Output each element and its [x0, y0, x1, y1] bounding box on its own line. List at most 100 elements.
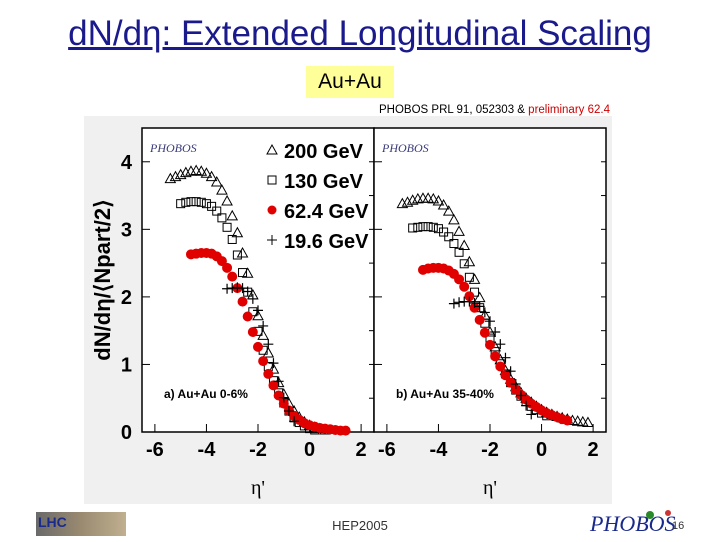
data-point-130gev: [212, 206, 222, 216]
phobos-logo: PHOBOS: [586, 505, 706, 537]
data-point-62gev: [474, 314, 485, 325]
data-point-200gev: [216, 184, 228, 195]
data-point-200gev: [396, 197, 409, 209]
data-point-200gev: [241, 267, 254, 278]
data-point-19gev: [521, 400, 532, 411]
panel-label-2: b) Au+Au 35-40%: [396, 387, 494, 401]
lhc-logo-text: LHC: [38, 514, 67, 530]
data-point-200gev: [210, 176, 223, 187]
data-point-62gev: [268, 380, 279, 391]
data-point-19gev: [490, 327, 501, 338]
data-point-62gev: [242, 311, 253, 322]
y-tick-label: 0: [121, 422, 132, 444]
y-tick-label: 4: [121, 152, 133, 174]
figure-panel: dN/dη/⟨Npart/2⟩ -6 -4 -2 0 2 0 1 2 3 4 η' a) Au+Au 0…: [84, 116, 612, 504]
logo-green-dot: [646, 511, 654, 519]
legend-entry: 200 GeV: [284, 141, 364, 163]
x-tick-label: 2: [356, 439, 367, 461]
data-point-19gev: [227, 283, 238, 294]
page-number: 16: [672, 520, 685, 532]
data-point-19gev: [222, 283, 233, 294]
legend-entry: 130 GeV: [284, 171, 364, 193]
legend-marker-19gev: [267, 235, 277, 245]
data-point-130gev: [423, 222, 433, 232]
data-point-19gev: [263, 339, 274, 350]
panel-label-1: a) Au+Au 0-6%: [164, 387, 248, 401]
legend-marker-200gev: [266, 143, 278, 155]
data-point-200gev: [401, 196, 414, 207]
data-point-130gev: [227, 234, 237, 244]
data-point-130gev: [196, 197, 206, 207]
data-point-19gev: [258, 320, 269, 331]
data-point-19gev: [278, 392, 289, 403]
data-point-200gev: [226, 209, 239, 221]
x-tick-label: 0: [304, 439, 315, 461]
data-point-19gev: [237, 283, 248, 294]
data-point-19gev: [242, 286, 253, 297]
data-point-130gev: [207, 201, 217, 211]
lhc-logo: LHC: [36, 512, 126, 536]
phobos-logo-text: PHOBOS: [589, 511, 676, 536]
data-point-130gev: [439, 227, 449, 237]
data-point-19gev: [526, 409, 537, 420]
data-point-19gev: [232, 282, 243, 293]
data-point-130gev: [449, 239, 459, 249]
data-point-19gev: [505, 366, 516, 377]
data-point-62gev: [263, 368, 274, 379]
data-point-130gev: [459, 259, 469, 269]
data-point-130gev: [232, 250, 242, 260]
data-point-19gev: [479, 307, 490, 318]
data-point-62gev: [495, 361, 506, 372]
data-point-130gev: [408, 223, 418, 233]
data-point-19gev: [510, 379, 521, 390]
data-point-200gev: [458, 239, 471, 251]
x-tick-label: -4: [430, 439, 449, 461]
citation: PHOBOS PRL 91, 052303 & preliminary 62.4: [280, 104, 610, 116]
data-point-62gev: [340, 425, 351, 436]
data-point-200gev: [432, 194, 445, 206]
data-point-200gev: [179, 166, 192, 178]
footer-conference: HEP2005: [332, 518, 388, 533]
legend-entry: 62.4 GeV: [284, 201, 369, 223]
data-point-19gev: [500, 352, 511, 363]
data-point-130gev: [222, 222, 232, 232]
data-point-200gev: [221, 194, 233, 206]
data-point-62gev: [237, 296, 248, 307]
data-point-200gev: [174, 168, 187, 180]
data-point-62gev: [459, 281, 470, 292]
data-point-200gev: [463, 255, 476, 267]
data-point-130gev: [464, 272, 474, 282]
x-tick-label: -2: [249, 439, 267, 461]
data-point-19gev: [273, 376, 284, 387]
data-point-130gev: [191, 197, 201, 207]
data-point-200gev: [448, 213, 460, 225]
data-point-130gev: [433, 224, 443, 234]
data-point-200gev: [195, 165, 208, 176]
data-point-62gev: [479, 327, 490, 338]
data-point-62gev: [258, 356, 269, 367]
data-point-62gev: [227, 271, 238, 282]
data-point-200gev: [231, 226, 244, 238]
data-point-19gev: [448, 298, 459, 309]
legend-marker-130gev: [267, 175, 277, 185]
data-point-200gev: [468, 273, 481, 284]
x-tick-label: 2: [588, 439, 599, 461]
data-point-19gev: [283, 406, 294, 417]
x-tick-label: -4: [198, 439, 217, 461]
data-point-130gev: [418, 222, 428, 232]
data-point-62gev: [505, 377, 516, 388]
y-tick-label: 1: [121, 354, 132, 376]
data-point-19gev: [474, 301, 485, 312]
data-point-130gev: [201, 199, 211, 209]
data-point-130gev: [454, 247, 464, 257]
logo-red-dot: [665, 510, 671, 516]
phobos-watermark: PHOBOS: [381, 141, 429, 155]
data-point-62gev: [273, 390, 284, 401]
data-point-62gev: [247, 327, 258, 338]
data-point-19gev: [268, 358, 279, 369]
data-point-130gev: [186, 197, 196, 207]
data-point-62gev: [222, 262, 233, 273]
data-point-19gev: [464, 296, 475, 307]
data-point-200gev: [200, 167, 213, 178]
data-point-200gev: [406, 194, 419, 205]
